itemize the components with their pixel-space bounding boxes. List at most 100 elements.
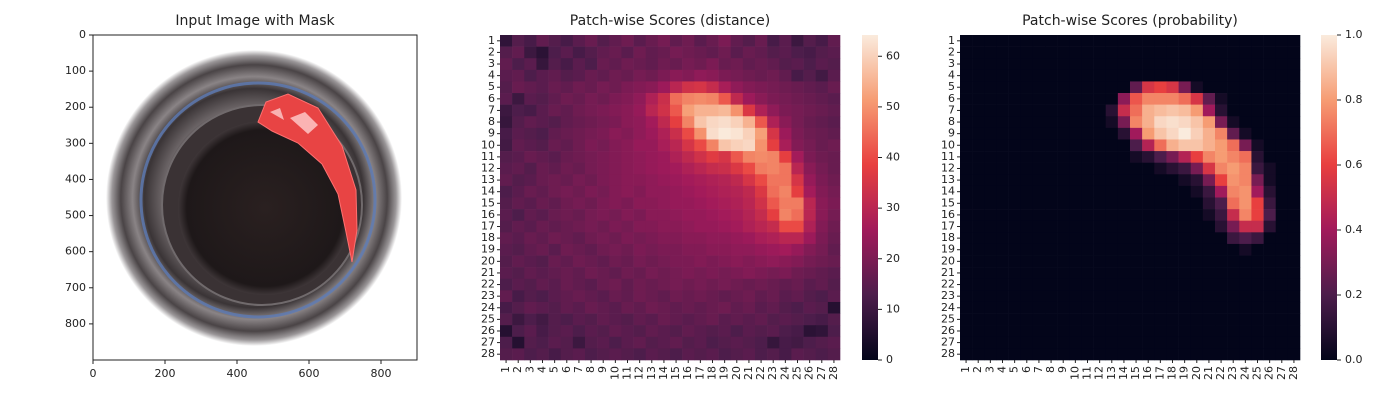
heatmap-cell (1130, 162, 1143, 175)
heatmap-cell (585, 127, 598, 140)
heatmap-cell (1239, 35, 1252, 47)
heatmap-cell (1069, 151, 1082, 163)
heatmap-cell (500, 185, 513, 198)
heatmap-cell (1093, 255, 1107, 268)
heatmap-cell (500, 127, 513, 140)
y-tick-label: 11 (481, 150, 495, 163)
heatmap-cell (1130, 139, 1143, 152)
heatmap-cell (621, 185, 634, 198)
heatmap-cell (791, 348, 804, 361)
heatmap-cell (1190, 174, 1204, 187)
heatmap-cell (536, 58, 549, 71)
heatmap-cell (1045, 232, 1058, 245)
x-tick-label: 15 (1129, 366, 1142, 380)
heatmap-cell (1045, 348, 1058, 361)
heatmap-cell (706, 313, 719, 326)
heatmap-cell (657, 255, 671, 268)
heatmap-cell (1166, 267, 1179, 280)
heatmap-cell (694, 139, 707, 152)
heatmap-cell (1032, 81, 1046, 94)
heatmap-cell (572, 313, 586, 326)
heatmap-cell (730, 81, 744, 94)
heatmap-cell (657, 290, 671, 303)
heatmap-cell (536, 290, 549, 303)
heatmap-cell (512, 46, 525, 59)
heatmap-cell (1105, 139, 1119, 152)
heatmap-cell (742, 162, 756, 175)
heatmap-cell (1045, 325, 1058, 338)
heatmap-cell (767, 325, 780, 338)
heatmap-cell (1142, 69, 1155, 82)
heatmap-cell (548, 58, 562, 71)
heatmap-cell (500, 81, 513, 94)
heatmap-cell (1081, 336, 1094, 349)
heatmap-cell (1239, 127, 1252, 140)
heatmap-cell (1045, 35, 1058, 47)
heatmap-cell (1227, 348, 1240, 361)
heatmap-cell (1045, 139, 1058, 152)
heatmap-cell (767, 290, 780, 303)
heatmap-cell (1069, 35, 1082, 47)
heatmap-cell (1190, 81, 1204, 94)
heatmap-cell (1227, 185, 1240, 198)
heatmap-cell (560, 174, 574, 187)
heatmap-cell (960, 174, 973, 187)
heatmap-cell (1069, 139, 1082, 152)
heatmap-cell (1227, 255, 1240, 268)
heatmap-cell (633, 301, 647, 314)
heatmap-cell (803, 93, 817, 105)
heatmap-cell (803, 325, 817, 338)
heatmap-cell (815, 151, 829, 163)
heatmap-cell (670, 58, 683, 71)
heatmap-cell (670, 209, 683, 222)
heatmap-cell (1227, 93, 1240, 105)
heatmap-cell (1032, 139, 1046, 152)
heatmap-cell (1093, 162, 1107, 175)
heatmap-cell (755, 255, 768, 268)
heatmap-cell (755, 174, 768, 187)
heatmap-cell (1069, 81, 1082, 94)
heatmap-cell (500, 290, 513, 303)
heatmap-cell (803, 197, 817, 210)
x-tick-label: 19 (1178, 366, 1191, 380)
heatmap-cell (1275, 243, 1289, 256)
heatmap-cell (1251, 174, 1264, 187)
heatmap-cell (1202, 267, 1216, 280)
heatmap-cell (1190, 313, 1204, 326)
heatmap-cell (1142, 151, 1155, 163)
heatmap-cell (1008, 267, 1022, 280)
heatmap-cell (682, 348, 695, 361)
heatmap-cell (1227, 336, 1240, 349)
heatmap-cell (755, 162, 768, 175)
heatmap-cell (1069, 162, 1082, 175)
heatmap-cell (718, 81, 732, 94)
heatmap-cell (1093, 267, 1107, 280)
heatmap-cell (960, 313, 973, 326)
y-tick-label: 5 (948, 80, 955, 93)
heatmap-cell (791, 232, 804, 245)
heatmap-cell (984, 325, 997, 338)
heatmap-cell (791, 174, 804, 187)
heatmap-cell (1117, 127, 1131, 140)
heatmap-cell (1020, 313, 1034, 326)
heatmap-cell (633, 127, 647, 140)
heatmap-cell (1008, 232, 1022, 245)
heatmap-cell (670, 348, 683, 361)
heatmap-cell (803, 185, 817, 198)
heatmap-cell (694, 174, 707, 187)
heatmap-cell (1093, 348, 1107, 361)
x-tick-label: 17 (1153, 366, 1166, 380)
heatmap-cell (827, 301, 841, 314)
heatmap-cell (1142, 232, 1155, 245)
heatmap-cell (972, 336, 985, 349)
heatmap-cell (972, 290, 985, 303)
heatmap-cell (1239, 69, 1252, 82)
heatmap-cell (1190, 336, 1204, 349)
heatmap-cell (560, 104, 574, 117)
heatmap-cell (524, 69, 537, 82)
heatmap-cell (742, 220, 756, 233)
heatmap-cell (645, 255, 659, 268)
heatmap-cell (1142, 290, 1155, 303)
y-tick-label: 24 (481, 301, 495, 314)
x-tick-label: 22 (1214, 366, 1227, 380)
